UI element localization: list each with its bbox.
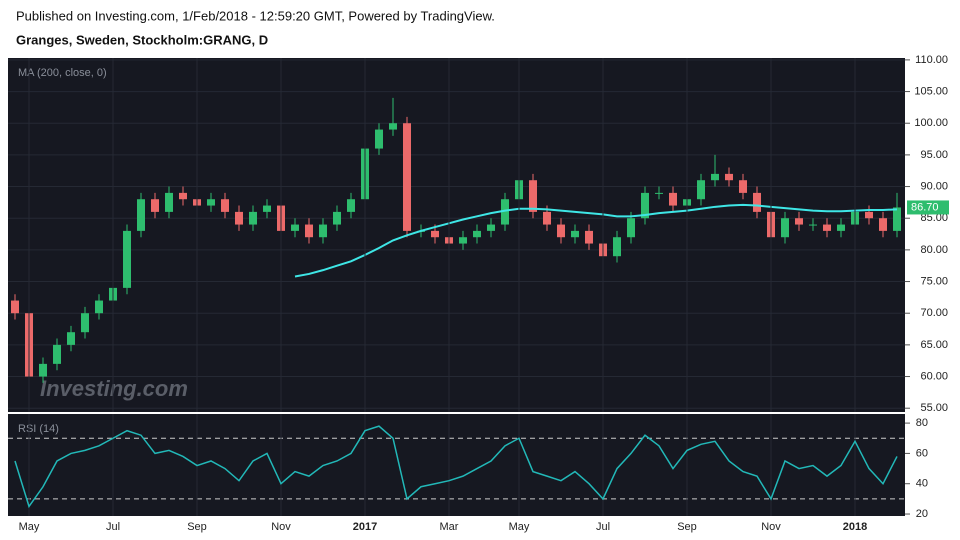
y-tick-label: 95.00	[920, 149, 948, 161]
candle-body	[809, 224, 817, 226]
x-tick-label: Jul	[106, 521, 120, 533]
candle-body	[221, 199, 229, 212]
candle-body	[249, 211, 257, 225]
candle-body	[207, 199, 215, 206]
candle-body	[571, 230, 579, 238]
y-tick-label: 20	[916, 508, 928, 520]
candle-body	[263, 205, 271, 212]
candle-body	[739, 180, 747, 193]
candle-body	[179, 192, 187, 200]
y-tick-label: 65.00	[920, 339, 948, 351]
y-tick-label: 85.00	[920, 212, 948, 224]
y-tick-label: 70.00	[920, 307, 948, 319]
candle-body	[165, 192, 173, 212]
candle-body	[403, 123, 411, 231]
candle-body	[879, 218, 887, 231]
x-tick-label: Sep	[187, 521, 207, 533]
candle-body	[711, 173, 719, 181]
x-tick-label: Nov	[761, 521, 781, 533]
candle-body	[151, 199, 159, 212]
candle-body	[669, 192, 677, 206]
candle-body	[431, 230, 439, 238]
candle-body	[501, 199, 509, 225]
candle-body	[459, 237, 467, 244]
candle-body	[389, 123, 397, 130]
candle-body	[613, 237, 621, 257]
x-tick-label: May	[19, 521, 40, 533]
candle-body	[697, 180, 705, 200]
candle-body	[53, 344, 61, 364]
symbol-title: Granges, Sweden, Stockholm:GRANG, D	[16, 32, 268, 47]
y-tick-label: 40	[916, 478, 928, 490]
x-tick-label: Jul	[596, 521, 610, 533]
candle-body	[81, 313, 89, 333]
candle-body	[585, 230, 593, 244]
x-tick-label: 2018	[843, 521, 867, 533]
candle-body	[641, 192, 649, 219]
y-tick-label: 80.00	[920, 244, 948, 256]
last-price-box	[907, 200, 949, 215]
candle-body	[347, 199, 355, 212]
candle-body	[473, 230, 481, 238]
candle-body	[333, 211, 341, 225]
candle-body	[95, 300, 103, 314]
candle-body	[375, 129, 383, 149]
candle-body	[529, 180, 537, 212]
ma-line	[294, 203, 898, 278]
x-tick-label: Sep	[677, 521, 697, 533]
y-tick-label: 110.00	[915, 54, 948, 66]
candle-body	[557, 224, 565, 238]
candle-body	[137, 199, 145, 231]
rsi-panel	[8, 414, 905, 516]
candle-body	[823, 224, 831, 231]
candle-body	[67, 332, 75, 345]
y-tick-label: 100.00	[914, 117, 948, 129]
candle-body	[305, 224, 313, 238]
candle-body	[487, 224, 495, 231]
candle-body	[123, 230, 131, 288]
y-tick-label: 60	[916, 447, 928, 459]
x-tick-label: 2017	[353, 521, 377, 533]
rsi-line	[14, 425, 898, 509]
candle-body	[753, 192, 761, 212]
y-tick-label: 75.00	[920, 275, 948, 287]
candle-body	[893, 207, 901, 231]
last-price-label: 86.70	[911, 201, 939, 213]
candle-body	[11, 300, 19, 314]
y-tick-label: 60.00	[920, 370, 948, 382]
candle-body	[39, 363, 47, 377]
candle-body	[543, 211, 551, 225]
price-panel	[8, 58, 905, 412]
candle-body	[235, 211, 243, 225]
candle-body	[781, 218, 789, 238]
candle-body	[837, 224, 845, 231]
published-note: Published on Investing.com, 1/Feb/2018 -…	[16, 8, 495, 23]
candle-body	[655, 192, 663, 194]
candle-body	[795, 218, 803, 225]
x-tick-label: May	[509, 521, 530, 533]
y-tick-label: 55.00	[920, 402, 948, 414]
y-tick-label: 105.00	[914, 85, 948, 97]
watermark: Investing.com	[40, 376, 188, 401]
candle-body	[865, 211, 873, 219]
y-tick-label: 80	[916, 417, 928, 429]
candle-body	[319, 224, 327, 238]
y-tick-label: 90.00	[920, 180, 948, 192]
candle-body	[627, 218, 635, 238]
rsi-label: RSI (14)	[18, 423, 59, 435]
x-tick-label: Mar	[440, 521, 459, 533]
x-tick-label: Nov	[271, 521, 291, 533]
candle-body	[291, 224, 299, 231]
ma-label: MA (200, close, 0)	[18, 67, 107, 79]
candle-body	[725, 173, 733, 181]
